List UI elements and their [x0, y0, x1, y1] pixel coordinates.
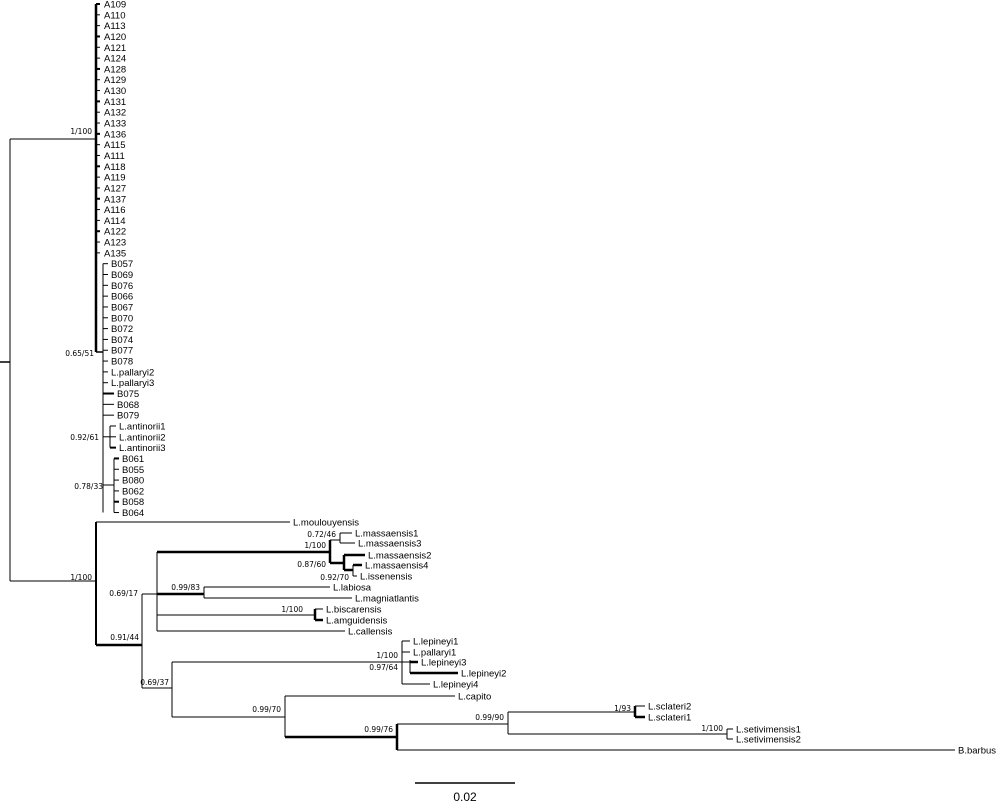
- taxon-label: A132: [104, 108, 126, 119]
- taxon-label: L.capito: [458, 692, 491, 703]
- taxon-label: L.pallaryi2: [111, 367, 154, 378]
- support-value: 1/100: [376, 651, 398, 660]
- support-value: 1/100: [281, 605, 303, 614]
- support-value: 0.99/70: [252, 705, 281, 714]
- taxon-label: L.pallaryi1: [413, 648, 456, 659]
- taxon-label: B062: [122, 486, 144, 497]
- taxon-label: A129: [104, 75, 126, 86]
- taxon-label: L.lepineyi4: [433, 680, 478, 691]
- taxon-label: L.massaensis4: [365, 561, 428, 572]
- taxon-label: L.biscarensis: [326, 605, 382, 616]
- taxon-label: B072: [111, 324, 133, 335]
- taxon-label: B070: [111, 313, 133, 324]
- taxon-label: L.issenensis: [360, 572, 413, 583]
- taxon-label: L.pallaryi3: [111, 378, 154, 389]
- support-value: 0.99/83: [171, 583, 200, 592]
- taxon-label: L.massaensis2: [368, 551, 431, 562]
- support-value: 0.78/33: [74, 482, 103, 491]
- support-value: 0.87/60: [297, 560, 326, 569]
- taxon-label: B078: [111, 357, 133, 368]
- taxon-label: A131: [104, 97, 126, 108]
- taxon-label: B055: [122, 465, 144, 476]
- taxon-label: L.lepineyi2: [461, 669, 506, 680]
- support-value: 0.72/46: [307, 530, 336, 539]
- taxon-label: L.setivimensis2: [736, 735, 801, 746]
- taxon-label: A114: [104, 216, 125, 227]
- taxon-label: A116: [104, 205, 125, 216]
- taxon-label: A127: [104, 183, 126, 194]
- taxon-label: A118: [104, 162, 125, 173]
- scale-bar-label: 0.02: [453, 790, 477, 803]
- taxon-label: L.labiosa: [333, 583, 372, 594]
- taxon-label: A135: [104, 248, 126, 259]
- taxon-label: L.antinorii1: [119, 421, 165, 432]
- taxon-label: L.amguidensis: [326, 616, 388, 627]
- support-value: 0.69/37: [140, 678, 169, 687]
- taxon-label: A119: [104, 173, 125, 184]
- support-value: 0.99/90: [475, 713, 504, 722]
- taxon-label: B064: [122, 508, 144, 519]
- taxon-label: L.antinorii2: [119, 432, 165, 443]
- taxon-label: L.lepineyi1: [413, 637, 458, 648]
- taxon-label: B067: [111, 302, 133, 313]
- taxon-label: L.callensis: [348, 627, 393, 638]
- taxon-label: L.antinorii3: [119, 443, 165, 454]
- taxon-label: L.sclateri1: [648, 713, 691, 724]
- taxon-label: A113: [104, 21, 125, 32]
- taxon-label: L.magniatlantis: [355, 594, 419, 605]
- taxon-label: A109: [104, 0, 126, 11]
- taxon-label: B077: [111, 346, 133, 357]
- support-value: 0.69/17: [109, 589, 138, 598]
- taxon-label: B.barbus: [958, 746, 996, 757]
- taxon-label: B066: [111, 292, 133, 303]
- taxon-label: A123: [104, 238, 126, 249]
- taxon-label: A111: [104, 151, 125, 162]
- support-value: 0.97/64: [369, 663, 398, 672]
- support-value: 0.99/76: [364, 725, 393, 734]
- taxon-label: B061: [122, 454, 144, 465]
- support-value: 1/93: [614, 704, 631, 713]
- taxon-label: B074: [111, 335, 133, 346]
- taxon-label: A124: [104, 54, 126, 65]
- taxon-label: L.setivimensis1: [736, 725, 801, 736]
- taxon-label: L.moulouyensis: [293, 518, 359, 529]
- taxon-label: L.massaensis3: [358, 539, 421, 550]
- taxon-label: A110: [104, 10, 125, 21]
- taxon-label: B076: [111, 281, 133, 292]
- support-value: 0.92/61: [70, 433, 99, 442]
- taxon-label: B079: [117, 411, 139, 422]
- taxon-label: L.sclateri2: [648, 702, 691, 713]
- support-value: 0.91/44: [110, 633, 139, 642]
- taxon-label: B068: [117, 400, 139, 411]
- taxon-label: A115: [104, 140, 125, 151]
- taxon-label: L.massaensis1: [355, 529, 418, 540]
- support-value: 0.65/51: [65, 349, 94, 358]
- taxon-label: A133: [104, 119, 126, 130]
- support-value: 0.92/70: [320, 573, 349, 582]
- taxon-label: A122: [104, 227, 126, 238]
- taxon-label: A120: [104, 32, 126, 43]
- taxon-label: L.lepineyi3: [421, 658, 466, 669]
- taxon-label: B075: [117, 389, 139, 400]
- support-value: 1/100: [70, 573, 92, 582]
- taxon-label: A137: [104, 194, 126, 205]
- taxon-label: A130: [104, 86, 126, 97]
- support-value: 1/100: [70, 127, 92, 136]
- taxon-label: A136: [104, 129, 126, 140]
- taxon-label: B058: [122, 497, 144, 508]
- taxon-label: B069: [111, 270, 133, 281]
- taxon-label: A121: [104, 43, 126, 54]
- support-value: 1/100: [304, 541, 326, 550]
- taxon-label: A128: [104, 64, 126, 75]
- taxon-label: B057: [111, 259, 133, 270]
- taxon-label: B080: [122, 476, 144, 487]
- support-value: 1/100: [701, 724, 723, 733]
